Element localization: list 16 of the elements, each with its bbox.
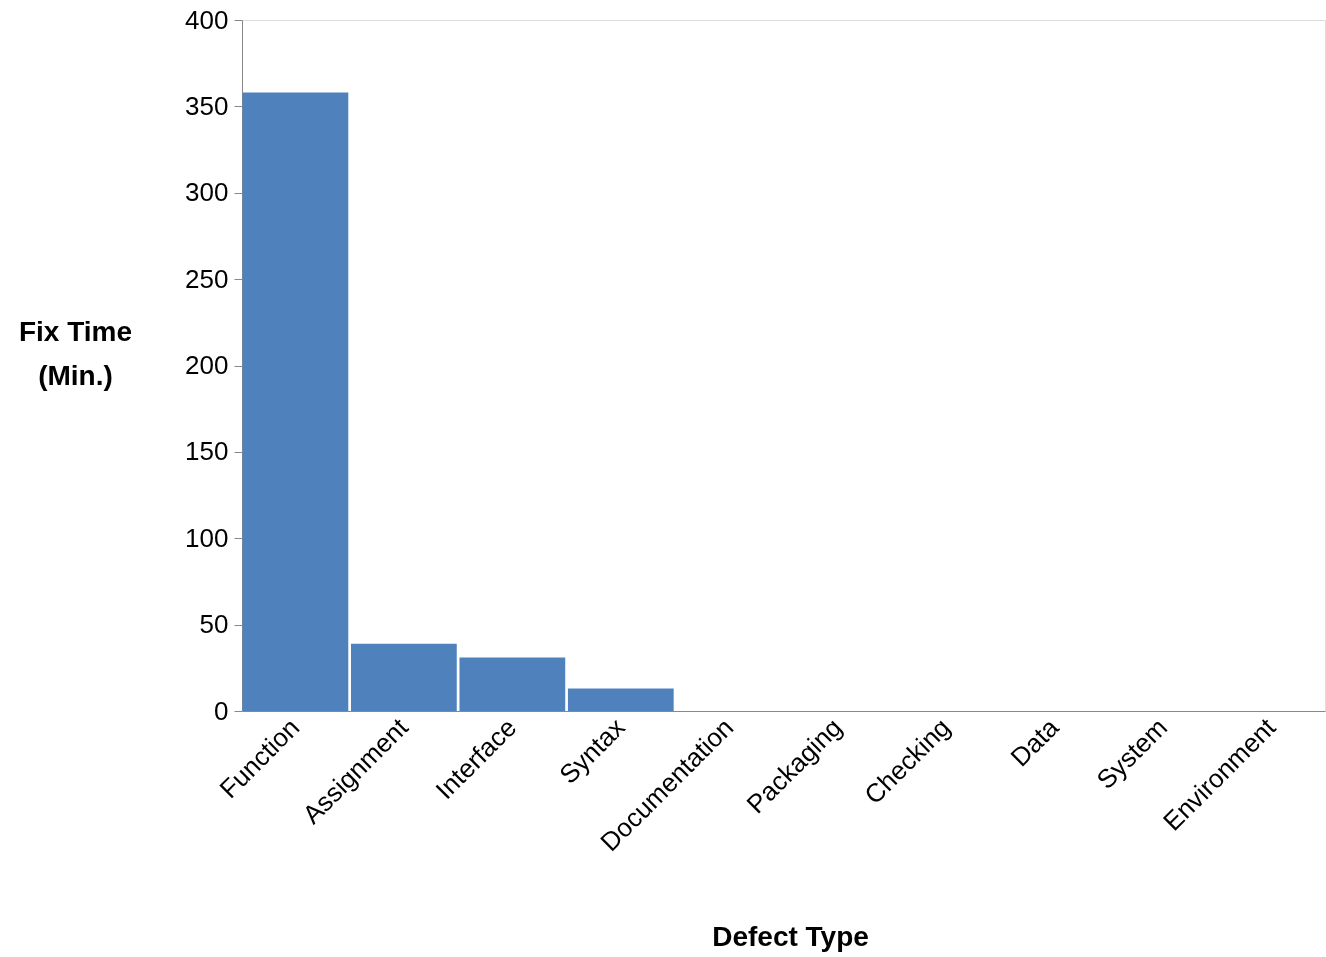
y-tick-label: 100 xyxy=(185,522,229,553)
y-tick-label: 150 xyxy=(185,436,229,467)
bar xyxy=(351,643,457,711)
y-tick-label: 300 xyxy=(185,177,229,208)
y-axis-title: Fix Time (Min.) xyxy=(18,315,133,391)
x-tick-label: Data xyxy=(1004,711,1065,773)
y-tick-label: 0 xyxy=(214,695,229,726)
y-tick-label: 200 xyxy=(185,350,229,380)
x-axis-title: Defect Type xyxy=(712,920,869,952)
bar xyxy=(459,657,566,711)
y-tick-label: 400 xyxy=(185,4,229,35)
bar xyxy=(567,688,674,711)
y-tick-label: 250 xyxy=(185,263,229,294)
y-tick-label: 350 xyxy=(185,90,229,121)
bar xyxy=(242,92,349,711)
y-tick-label: 50 xyxy=(199,609,229,640)
